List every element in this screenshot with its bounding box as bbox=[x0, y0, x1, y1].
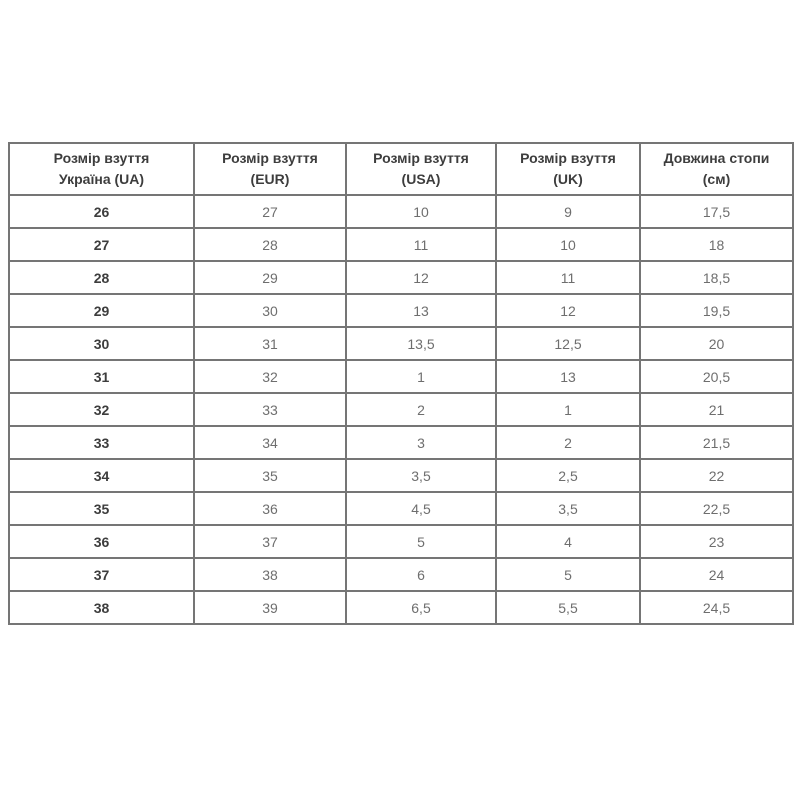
table-header: Розмір взуття Україна (UA) Розмір взуття… bbox=[8, 142, 794, 196]
cell-eur: 35 bbox=[193, 458, 347, 493]
cell-usa: 6,5 bbox=[345, 590, 497, 625]
cell-uk: 5,5 bbox=[495, 590, 641, 625]
table-row: 36 37 5 4 23 bbox=[8, 524, 794, 559]
cell-uk: 12,5 bbox=[495, 326, 641, 361]
header-cell-ua: Розмір взуття Україна (UA) bbox=[8, 142, 195, 196]
cell-eur: 27 bbox=[193, 194, 347, 229]
header-label: Розмір взуття Україна (UA) bbox=[53, 150, 150, 187]
header-cell-eur: Розмір взуття (EUR) bbox=[193, 142, 347, 196]
header-row: Розмір взуття Україна (UA) Розмір взуття… bbox=[8, 142, 794, 196]
cell-uk: 11 bbox=[495, 260, 641, 295]
cell-ua: 26 bbox=[8, 194, 195, 229]
cell-usa: 4,5 bbox=[345, 491, 497, 526]
cell-eur: 29 bbox=[193, 260, 347, 295]
table-row: 34 35 3,5 2,5 22 bbox=[8, 458, 794, 493]
cell-uk: 9 bbox=[495, 194, 641, 229]
cell-foot-length: 23 bbox=[639, 524, 794, 559]
cell-usa: 1 bbox=[345, 359, 497, 394]
cell-foot-length: 24 bbox=[639, 557, 794, 592]
header-label: Розмір взуття (EUR) bbox=[222, 150, 318, 187]
cell-eur: 28 bbox=[193, 227, 347, 262]
cell-ua: 35 bbox=[8, 491, 195, 526]
cell-foot-length: 18 bbox=[639, 227, 794, 262]
cell-foot-length: 17,5 bbox=[639, 194, 794, 229]
cell-foot-length: 20,5 bbox=[639, 359, 794, 394]
cell-uk: 5 bbox=[495, 557, 641, 592]
cell-eur: 36 bbox=[193, 491, 347, 526]
cell-eur: 31 bbox=[193, 326, 347, 361]
header-label: Розмір взуття (UK) bbox=[520, 150, 616, 187]
cell-uk: 2,5 bbox=[495, 458, 641, 493]
cell-ua: 36 bbox=[8, 524, 195, 559]
table-row: 38 39 6,5 5,5 24,5 bbox=[8, 590, 794, 625]
cell-uk: 2 bbox=[495, 425, 641, 460]
cell-foot-length: 24,5 bbox=[639, 590, 794, 625]
table-row: 28 29 12 11 18,5 bbox=[8, 260, 794, 295]
cell-usa: 11 bbox=[345, 227, 497, 262]
cell-eur: 39 bbox=[193, 590, 347, 625]
table-row: 29 30 13 12 19,5 bbox=[8, 293, 794, 328]
cell-ua: 38 bbox=[8, 590, 195, 625]
table-row: 37 38 6 5 24 bbox=[8, 557, 794, 592]
cell-ua: 37 bbox=[8, 557, 195, 592]
cell-eur: 30 bbox=[193, 293, 347, 328]
cell-foot-length: 18,5 bbox=[639, 260, 794, 295]
cell-usa: 3 bbox=[345, 425, 497, 460]
cell-usa: 3,5 bbox=[345, 458, 497, 493]
cell-ua: 34 bbox=[8, 458, 195, 493]
cell-uk: 4 bbox=[495, 524, 641, 559]
table-row: 33 34 3 2 21,5 bbox=[8, 425, 794, 460]
table-row: 32 33 2 1 21 bbox=[8, 392, 794, 427]
cell-usa: 13,5 bbox=[345, 326, 497, 361]
cell-ua: 31 bbox=[8, 359, 195, 394]
cell-usa: 2 bbox=[345, 392, 497, 427]
cell-uk: 1 bbox=[495, 392, 641, 427]
cell-foot-length: 20 bbox=[639, 326, 794, 361]
cell-uk: 10 bbox=[495, 227, 641, 262]
cell-ua: 32 bbox=[8, 392, 195, 427]
cell-eur: 38 bbox=[193, 557, 347, 592]
cell-uk: 3,5 bbox=[495, 491, 641, 526]
cell-usa: 5 bbox=[345, 524, 497, 559]
header-cell-uk: Розмір взуття (UK) bbox=[495, 142, 641, 196]
cell-foot-length: 21 bbox=[639, 392, 794, 427]
header-label: Розмір взуття (USA) bbox=[373, 150, 469, 187]
cell-ua: 27 bbox=[8, 227, 195, 262]
cell-ua: 33 bbox=[8, 425, 195, 460]
cell-uk: 12 bbox=[495, 293, 641, 328]
cell-eur: 37 bbox=[193, 524, 347, 559]
cell-usa: 12 bbox=[345, 260, 497, 295]
shoe-size-conversion-table: Розмір взуття Україна (UA) Розмір взуття… bbox=[8, 142, 794, 625]
header-cell-usa: Розмір взуття (USA) bbox=[345, 142, 497, 196]
cell-foot-length: 22,5 bbox=[639, 491, 794, 526]
cell-foot-length: 21,5 bbox=[639, 425, 794, 460]
cell-usa: 13 bbox=[345, 293, 497, 328]
cell-eur: 34 bbox=[193, 425, 347, 460]
table-row: 31 32 1 13 20,5 bbox=[8, 359, 794, 394]
table-row: 27 28 11 10 18 bbox=[8, 227, 794, 262]
header-label: Довжина стопи (см) bbox=[663, 150, 770, 187]
table-body: 26 27 10 9 17,5 27 28 11 10 18 28 29 12 … bbox=[8, 194, 794, 625]
cell-ua: 28 bbox=[8, 260, 195, 295]
cell-usa: 6 bbox=[345, 557, 497, 592]
cell-uk: 13 bbox=[495, 359, 641, 394]
cell-foot-length: 22 bbox=[639, 458, 794, 493]
header-cell-foot-length: Довжина стопи (см) bbox=[639, 142, 794, 196]
cell-usa: 10 bbox=[345, 194, 497, 229]
table-row: 35 36 4,5 3,5 22,5 bbox=[8, 491, 794, 526]
table-row: 30 31 13,5 12,5 20 bbox=[8, 326, 794, 361]
table-row: 26 27 10 9 17,5 bbox=[8, 194, 794, 229]
cell-ua: 29 bbox=[8, 293, 195, 328]
cell-eur: 32 bbox=[193, 359, 347, 394]
cell-foot-length: 19,5 bbox=[639, 293, 794, 328]
cell-eur: 33 bbox=[193, 392, 347, 427]
cell-ua: 30 bbox=[8, 326, 195, 361]
